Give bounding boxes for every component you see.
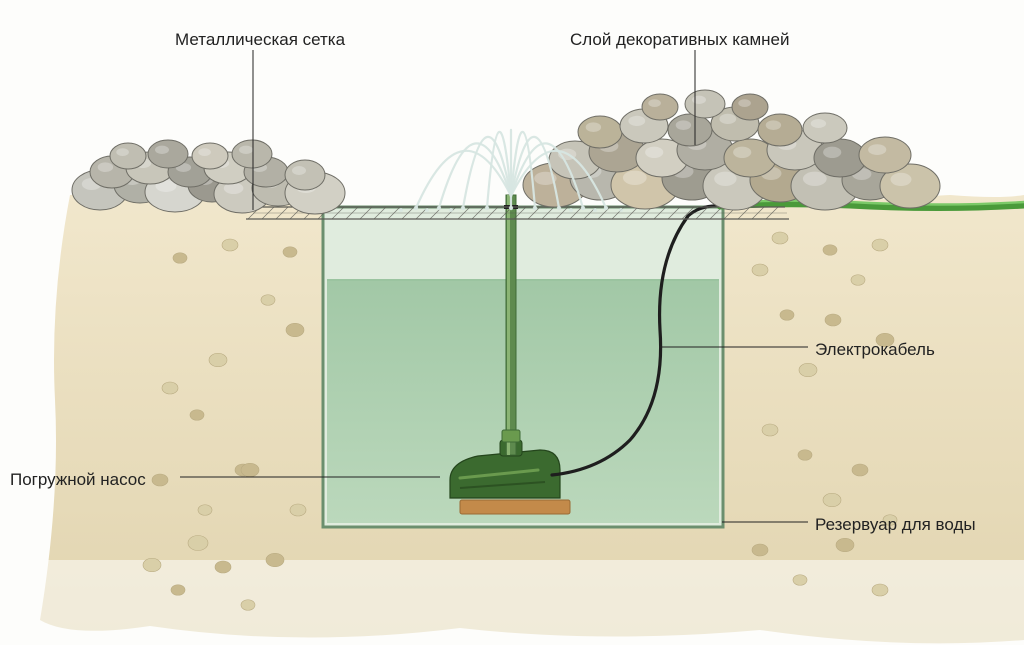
- label-stones: Слой декоративных камней: [570, 30, 790, 50]
- pump-base: [460, 500, 570, 514]
- riser-highlight: [507, 195, 510, 455]
- label-mesh: Металлическая сетка: [175, 30, 345, 50]
- stones-right: [523, 90, 940, 210]
- label-tank: Резервуар для воды: [815, 515, 976, 535]
- label-cable: Электрокабель: [815, 340, 935, 360]
- coupling: [502, 430, 520, 442]
- label-pump: Погружной насос: [10, 470, 146, 490]
- fade: [0, 560, 1024, 645]
